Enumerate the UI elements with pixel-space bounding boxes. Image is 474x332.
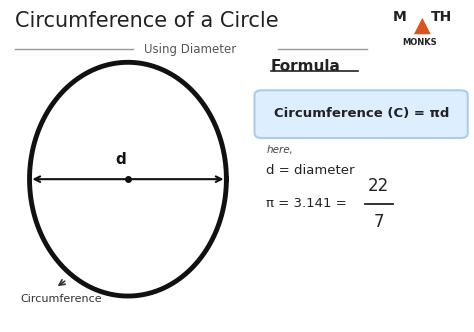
Text: TH: TH (431, 10, 453, 24)
Text: 7: 7 (374, 213, 384, 231)
Text: Using Diameter: Using Diameter (145, 42, 237, 56)
Text: π = 3.141 =: π = 3.141 = (266, 197, 351, 210)
FancyBboxPatch shape (255, 90, 468, 138)
Text: MONKS: MONKS (403, 38, 438, 46)
Text: M: M (393, 10, 407, 24)
Text: 22: 22 (368, 177, 389, 195)
Text: Circumference: Circumference (20, 294, 102, 304)
Text: d = diameter: d = diameter (266, 164, 355, 177)
Polygon shape (414, 18, 431, 34)
Text: Circumference (C) = πd: Circumference (C) = πd (273, 107, 449, 120)
Text: d: d (116, 152, 126, 167)
Text: Formula: Formula (271, 59, 341, 74)
Text: here,: here, (266, 145, 293, 155)
Text: Circumference of a Circle: Circumference of a Circle (16, 11, 279, 31)
